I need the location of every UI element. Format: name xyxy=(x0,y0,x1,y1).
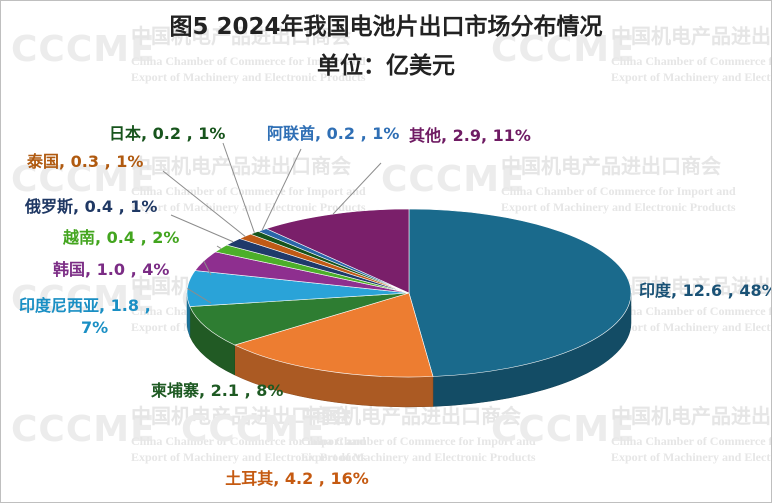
watermark-en: China Chamber of Commerce for Import and xyxy=(131,184,366,198)
watermark-cn: 中国机电产品进出口商会 xyxy=(611,404,771,428)
watermark-logo: CCCME xyxy=(181,409,326,450)
watermark-en: Export of Machinery and Electronic Produ… xyxy=(131,450,366,464)
leader-line-layer xyxy=(162,142,382,304)
leader-line xyxy=(261,148,302,231)
data-label: 柬埔寨, 2.1 , 8% xyxy=(151,381,283,400)
watermark-en: Export of Machinery and Electronic Produ… xyxy=(131,70,366,84)
watermark-en: China Chamber of Commerce for Import and xyxy=(301,434,536,448)
data-label: 阿联酋, 0.2 , 1% xyxy=(267,124,399,143)
data-label: 日本, 0.2 , 1% xyxy=(109,124,225,143)
leader-line xyxy=(332,162,382,215)
watermark-en: Export of Machinery and Electronic Produ… xyxy=(611,70,771,84)
data-label: 韩国, 1.0 , 4% xyxy=(53,260,169,279)
data-label: 印度, 12.6 , 48% xyxy=(639,281,771,300)
leader-line xyxy=(216,245,222,249)
watermark-logo: CCCME xyxy=(491,409,636,450)
watermark-cn: 中国机电产品进出口商会 xyxy=(131,154,351,178)
data-label: 俄罗斯, 0.4 , 1% xyxy=(24,197,157,216)
pie-slice-layer xyxy=(186,208,632,378)
watermark-en: Export of Machinery and Electronic Produ… xyxy=(301,450,536,464)
data-label: 泰国, 0.3 , 1% xyxy=(26,152,143,171)
data-label: 7% xyxy=(81,318,108,337)
leader-line xyxy=(162,170,246,237)
data-label: 其他, 2.9, 11% xyxy=(409,126,531,145)
watermark-cn: 中国机电产品进出口商会 xyxy=(501,154,721,178)
watermark-cn: 中国机电产品进出口商会 xyxy=(611,24,771,48)
leader-line xyxy=(222,142,255,233)
watermark-en: Export of Machinery and Electronic Produ… xyxy=(611,450,771,464)
data-label: 土耳其, 4.2 , 16% xyxy=(225,469,369,488)
watermark-en: China Chamber of Commerce for Import and xyxy=(501,184,736,198)
watermark-en: China Chamber of Commerce for Import and xyxy=(611,54,771,68)
watermark-cn: 中国机电产品进出口商会 xyxy=(611,274,771,298)
watermark-logo: CCCME xyxy=(491,29,636,70)
data-label-layer: 印度, 12.6 , 48% 土耳其, 4.2 , 16% 柬埔寨, 2.1 , 8… xyxy=(19,124,771,488)
watermark-cn: 中国机电产品进出口商会 xyxy=(301,404,521,428)
data-label: 越南, 0.4 , 2% xyxy=(62,228,179,247)
watermark-logo: CCCME xyxy=(11,409,156,450)
data-label: 印度尼西亚, 1.8 , xyxy=(19,296,151,315)
watermark-logo: CCCME xyxy=(11,279,156,320)
leader-line xyxy=(203,260,212,276)
watermark-cn: 中国机电产品进出口商会 xyxy=(131,24,351,48)
watermark-en: Export of Machinery and Electronic Produ… xyxy=(611,320,771,334)
watermark-logo: CCCME xyxy=(11,159,156,200)
watermark-en: China Chamber of Commerce for Import and xyxy=(131,434,366,448)
watermark-en: China Chamber of Commerce for Import and xyxy=(611,304,771,318)
watermark-logo: CCCME xyxy=(381,159,526,200)
watermark-logo: CCCME xyxy=(11,29,156,70)
chart-subtitle: 单位：亿美元 xyxy=(317,52,455,79)
pie-depth-layer xyxy=(186,292,632,408)
watermark-en: Export of Machinery and Electronic Produ… xyxy=(501,200,736,214)
pie-slice xyxy=(189,292,410,346)
chart-title: 图5 2024年我国电池片出口市场分布情况 xyxy=(169,13,602,40)
leader-line xyxy=(170,214,234,243)
pie-slice xyxy=(265,208,410,294)
leader-line xyxy=(187,288,212,304)
pie-slice xyxy=(233,292,434,378)
watermark-en: China Chamber of Commerce for Import and xyxy=(611,434,771,448)
watermark-cn: 中国机电产品进出口商会 xyxy=(131,404,351,428)
watermark-en: China Chamber of Commerce for Import and xyxy=(131,54,366,68)
pie-slice xyxy=(408,208,632,377)
watermark-en: Export of Machinery and Electronic Produ… xyxy=(131,200,366,214)
